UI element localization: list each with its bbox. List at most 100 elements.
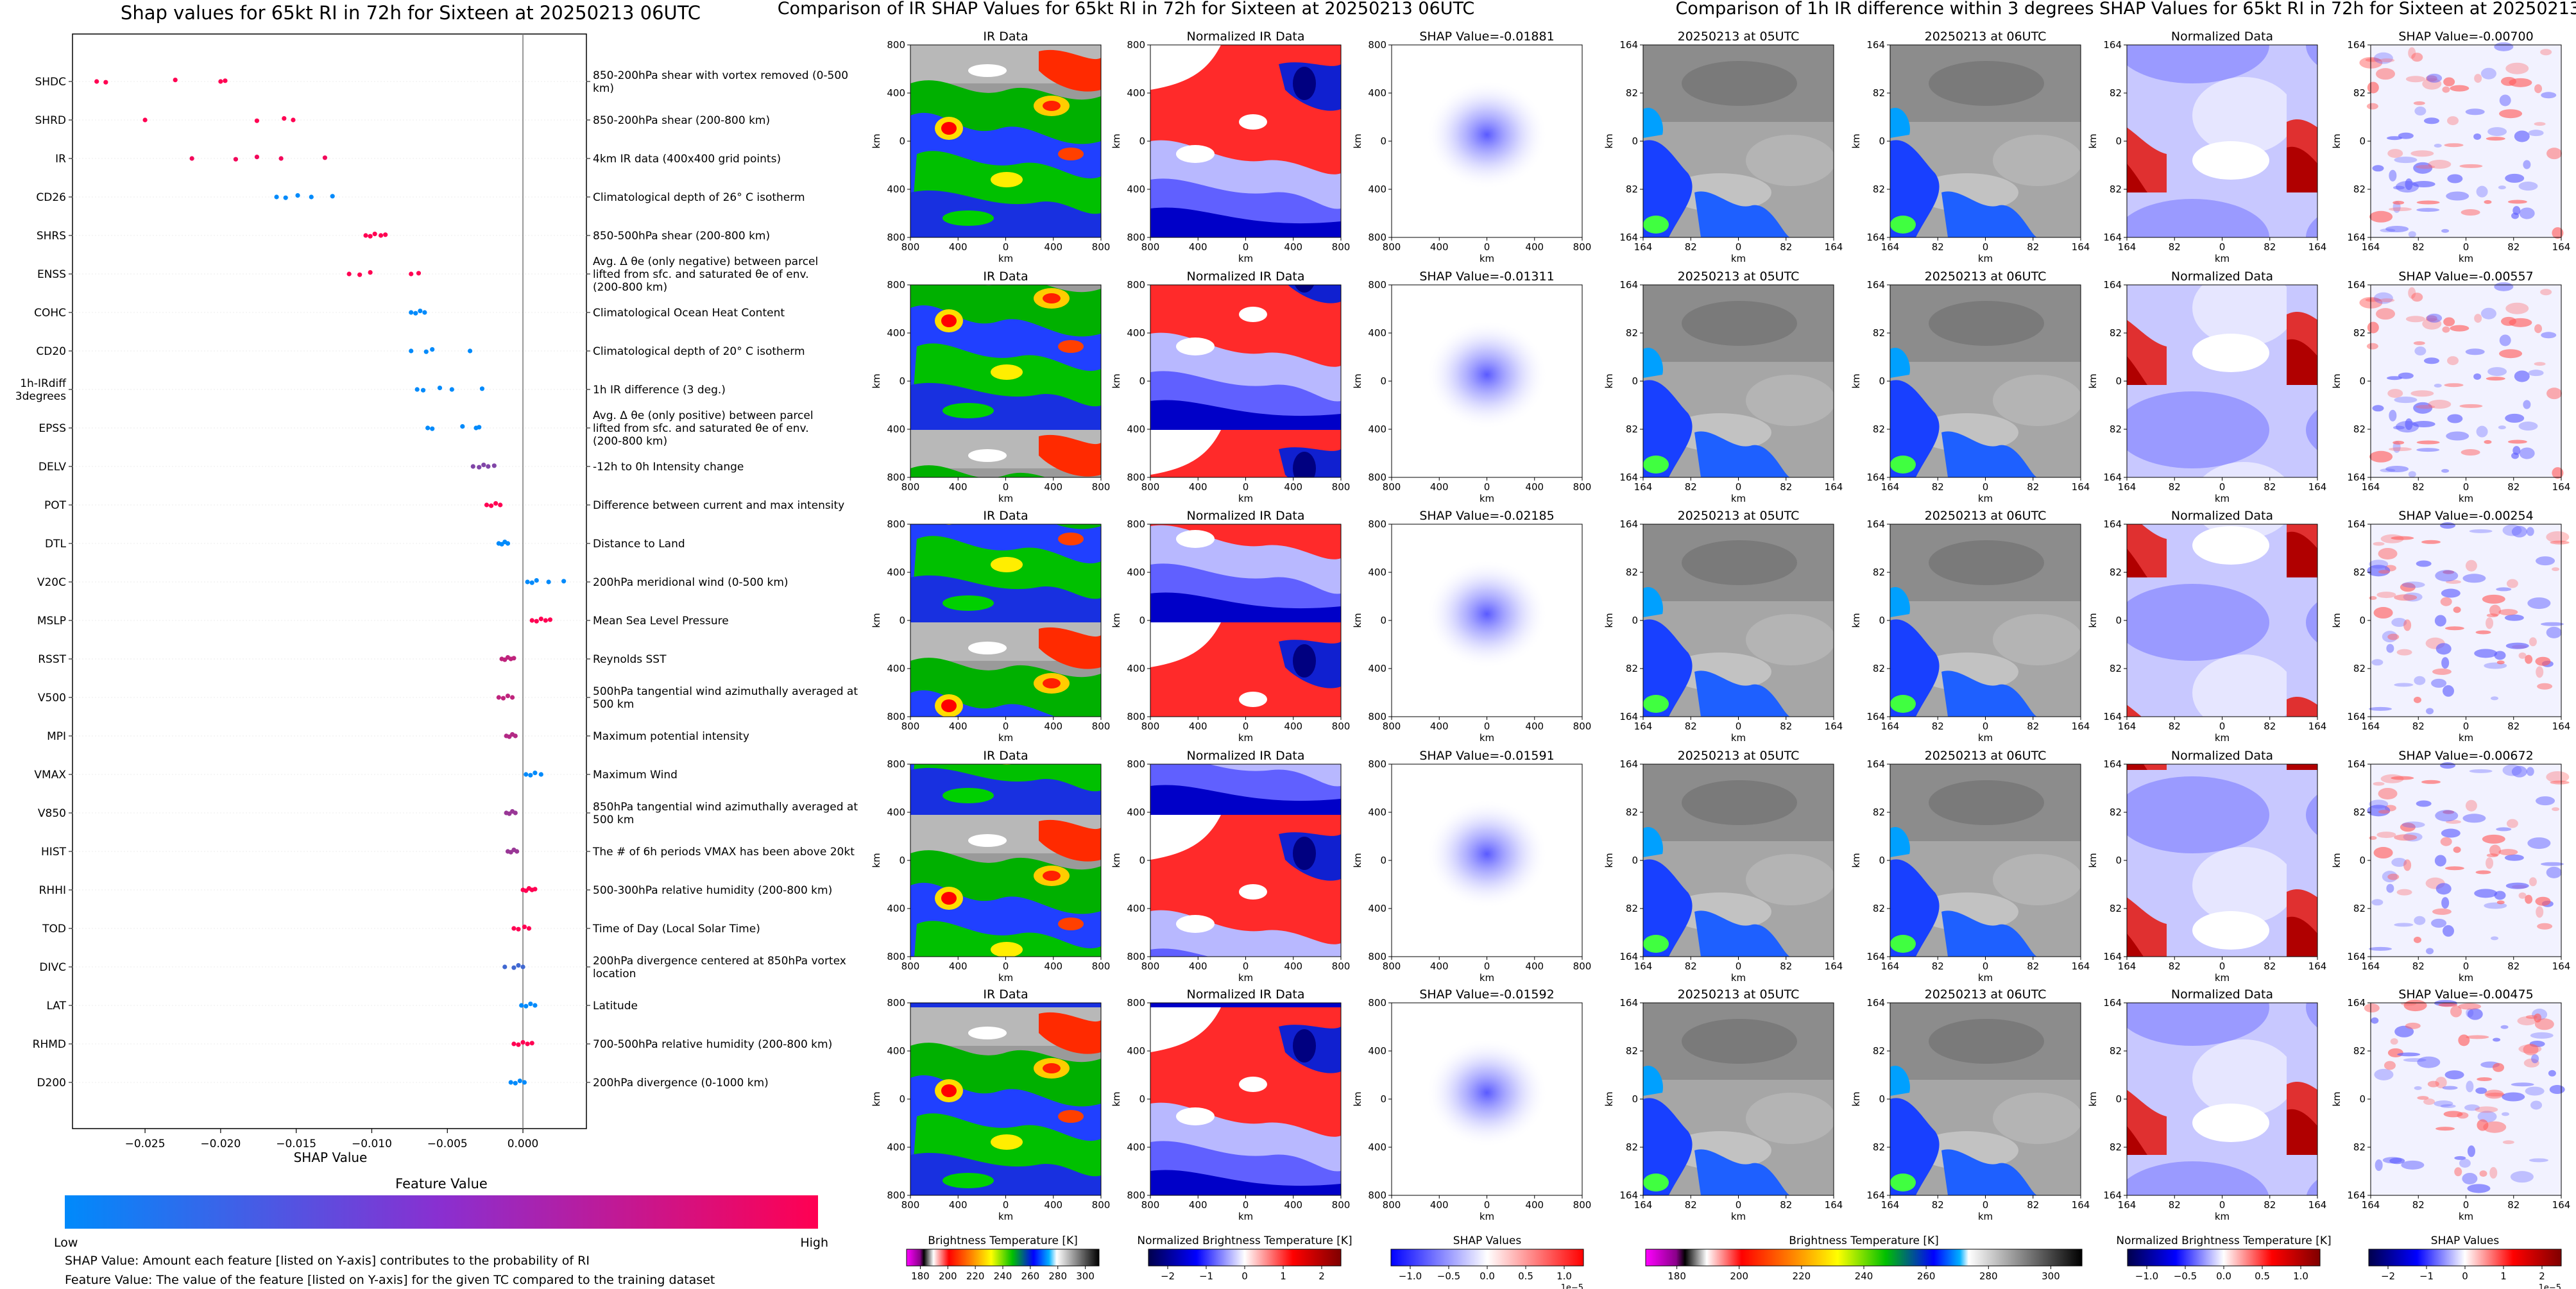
panel-x-tick-label: 0 xyxy=(1736,481,1742,493)
panel-y-tick-label: 0 xyxy=(2115,375,2122,387)
panel-x-tick-label: 82 xyxy=(1932,960,1944,972)
panel-y-tick-label: 164 xyxy=(1866,951,1885,962)
ir-image xyxy=(910,764,1101,957)
panel-title: SHAP Value=-0.00475 xyxy=(2398,987,2533,1002)
colorbar-tick-label: −0.5 xyxy=(1437,1270,1460,1282)
normalized-diff-image xyxy=(2127,45,2317,237)
panel-y-tick-label: 400 xyxy=(1127,1141,1145,1153)
panel-x-tick-label: 164 xyxy=(1634,241,1653,253)
colorbar-tick-label: 1.0 xyxy=(1557,1270,1572,1282)
shap-feature-code: HIST xyxy=(41,846,67,858)
shap-feature-code: RHHI xyxy=(39,884,66,897)
panel-y-tick-label: 800 xyxy=(1127,472,1145,483)
panel-x-tick-label: 400 xyxy=(1044,1199,1062,1211)
image-colorbars: Brightness Temperature [K]180 200 220 240 26… xyxy=(906,1234,2562,1289)
panel-x-tick-label: 0 xyxy=(1003,481,1009,493)
panel-x-tick-label: 164 xyxy=(1825,241,1843,253)
shap-point xyxy=(511,965,516,970)
shap-point xyxy=(522,925,527,930)
panel-y-label: km xyxy=(2331,133,2342,148)
panel-x-label: km xyxy=(1978,972,1993,984)
panel-y-tick-label: 82 xyxy=(1626,903,1638,914)
ir-image xyxy=(910,45,1101,237)
panel-y-label: km xyxy=(1603,133,1615,148)
panel-y-tick-label: 400 xyxy=(887,903,905,914)
panel-y-tick-label: 800 xyxy=(1127,711,1145,722)
panel-title: Normalized Data xyxy=(2171,749,2273,763)
panel-title: 20250213 at 05UTC xyxy=(1678,509,1800,523)
panel-y-tick-label: 82 xyxy=(1626,184,1638,195)
panel-y-label: km xyxy=(1111,613,1122,627)
panel-y-label: km xyxy=(1850,613,1862,627)
panel-x-tick-label: 0 xyxy=(1003,960,1009,972)
panel-x-tick-label: 82 xyxy=(2412,721,2425,732)
shap-point xyxy=(379,233,384,238)
panel-y-tick-label: 400 xyxy=(1127,807,1145,818)
panel-x-tick-label: 0 xyxy=(1484,481,1490,493)
panel-y-tick-label: 800 xyxy=(1127,951,1145,962)
panel-x-tick-label: 800 xyxy=(1092,721,1111,732)
panel-y-label: km xyxy=(2331,373,2342,388)
panel-x-label: km xyxy=(1978,253,1993,264)
panel-x-label: km xyxy=(1731,493,1746,504)
shap-feature-code: ENSS xyxy=(37,268,66,281)
panel-x-tick-label: 400 xyxy=(949,1199,968,1211)
shap-point xyxy=(368,234,373,239)
panel-y-tick-label: 400 xyxy=(1127,567,1145,578)
panel-x-tick-label: 400 xyxy=(1430,241,1449,253)
panel-y-tick-label: 400 xyxy=(1368,903,1386,914)
panel-x-tick-label: 164 xyxy=(2118,241,2137,253)
shap-feature-description: 850-500hPa shear (200-800 km) xyxy=(593,230,770,243)
shap-point xyxy=(529,1041,534,1046)
shap-feature-description: 500-300hPa relative humidity (200-800 km… xyxy=(593,884,832,897)
panel-x-tick-label: 0 xyxy=(1736,721,1742,732)
panel-y-tick-label: 0 xyxy=(1879,375,1885,387)
panel-y-tick-label: 400 xyxy=(1127,184,1145,195)
panel-y-tick-label: 0 xyxy=(899,855,905,866)
grayscale-ir-image xyxy=(1890,524,2081,717)
panel-x-tick-label: 0 xyxy=(1003,241,1009,253)
panel-y-tick-label: 82 xyxy=(1873,1141,1885,1153)
panel-x-tick-label: 400 xyxy=(1430,1199,1449,1211)
panel-title: SHAP Value=-0.00557 xyxy=(2398,269,2533,284)
shap-feature-description: 850hPa tangential wind azimuthally avera… xyxy=(593,801,858,826)
panel-y-tick-label: 0 xyxy=(1139,615,1145,626)
panel-x-tick-label: 164 xyxy=(1825,1199,1843,1211)
panel-x-tick-label: 800 xyxy=(1141,1199,1160,1211)
panel-y-tick-label: 82 xyxy=(2353,807,2366,818)
panel-x-label: km xyxy=(2459,1211,2473,1222)
panel-x-tick-label: 164 xyxy=(2362,241,2380,253)
shap-point xyxy=(416,271,422,276)
shap-feature-code: VMAX xyxy=(34,769,66,781)
shap-feature-code: TOD xyxy=(42,923,66,935)
panel-y-tick-label: 164 xyxy=(2347,472,2366,483)
panel-title: 20250213 at 06UTC xyxy=(1925,749,2047,763)
panel-x-tick-label: 164 xyxy=(2552,721,2571,732)
panel-x-tick-label: 0 xyxy=(1736,1199,1742,1211)
colorbar-tick-label: 180 xyxy=(1668,1270,1686,1282)
panel-y-tick-label: 164 xyxy=(1866,997,1885,1009)
shap-point xyxy=(525,1041,530,1046)
panel-y-tick-label: 164 xyxy=(2347,997,2366,1009)
colorbar-tick-label: 0.5 xyxy=(2255,1270,2270,1282)
shap-feature-description: Latitude xyxy=(593,1000,638,1012)
panel-x-tick-label: 82 xyxy=(2264,481,2276,493)
ir-image xyxy=(910,524,1101,717)
shap-plot-area xyxy=(72,33,587,1129)
panel-y-label: km xyxy=(871,373,882,388)
panel-title: Normalized Data xyxy=(2171,269,2273,284)
panel-x-tick-label: 400 xyxy=(1525,1199,1544,1211)
shap-feature-code: COHC xyxy=(34,307,66,320)
colorbar-tick-label: 2 xyxy=(2539,1270,2545,1282)
panel-x-tick-label: 164 xyxy=(2072,1199,2090,1211)
panel-x-tick-label: 800 xyxy=(1141,481,1160,493)
panel-title: 20250213 at 05UTC xyxy=(1678,269,1800,284)
panel-y-tick-label: 400 xyxy=(887,1045,905,1057)
grayscale-ir-image xyxy=(1890,764,2081,957)
panel-x-tick-label: 0 xyxy=(2219,960,2226,972)
shap-point xyxy=(509,695,515,700)
shap-feature-code: V850 xyxy=(38,807,66,820)
